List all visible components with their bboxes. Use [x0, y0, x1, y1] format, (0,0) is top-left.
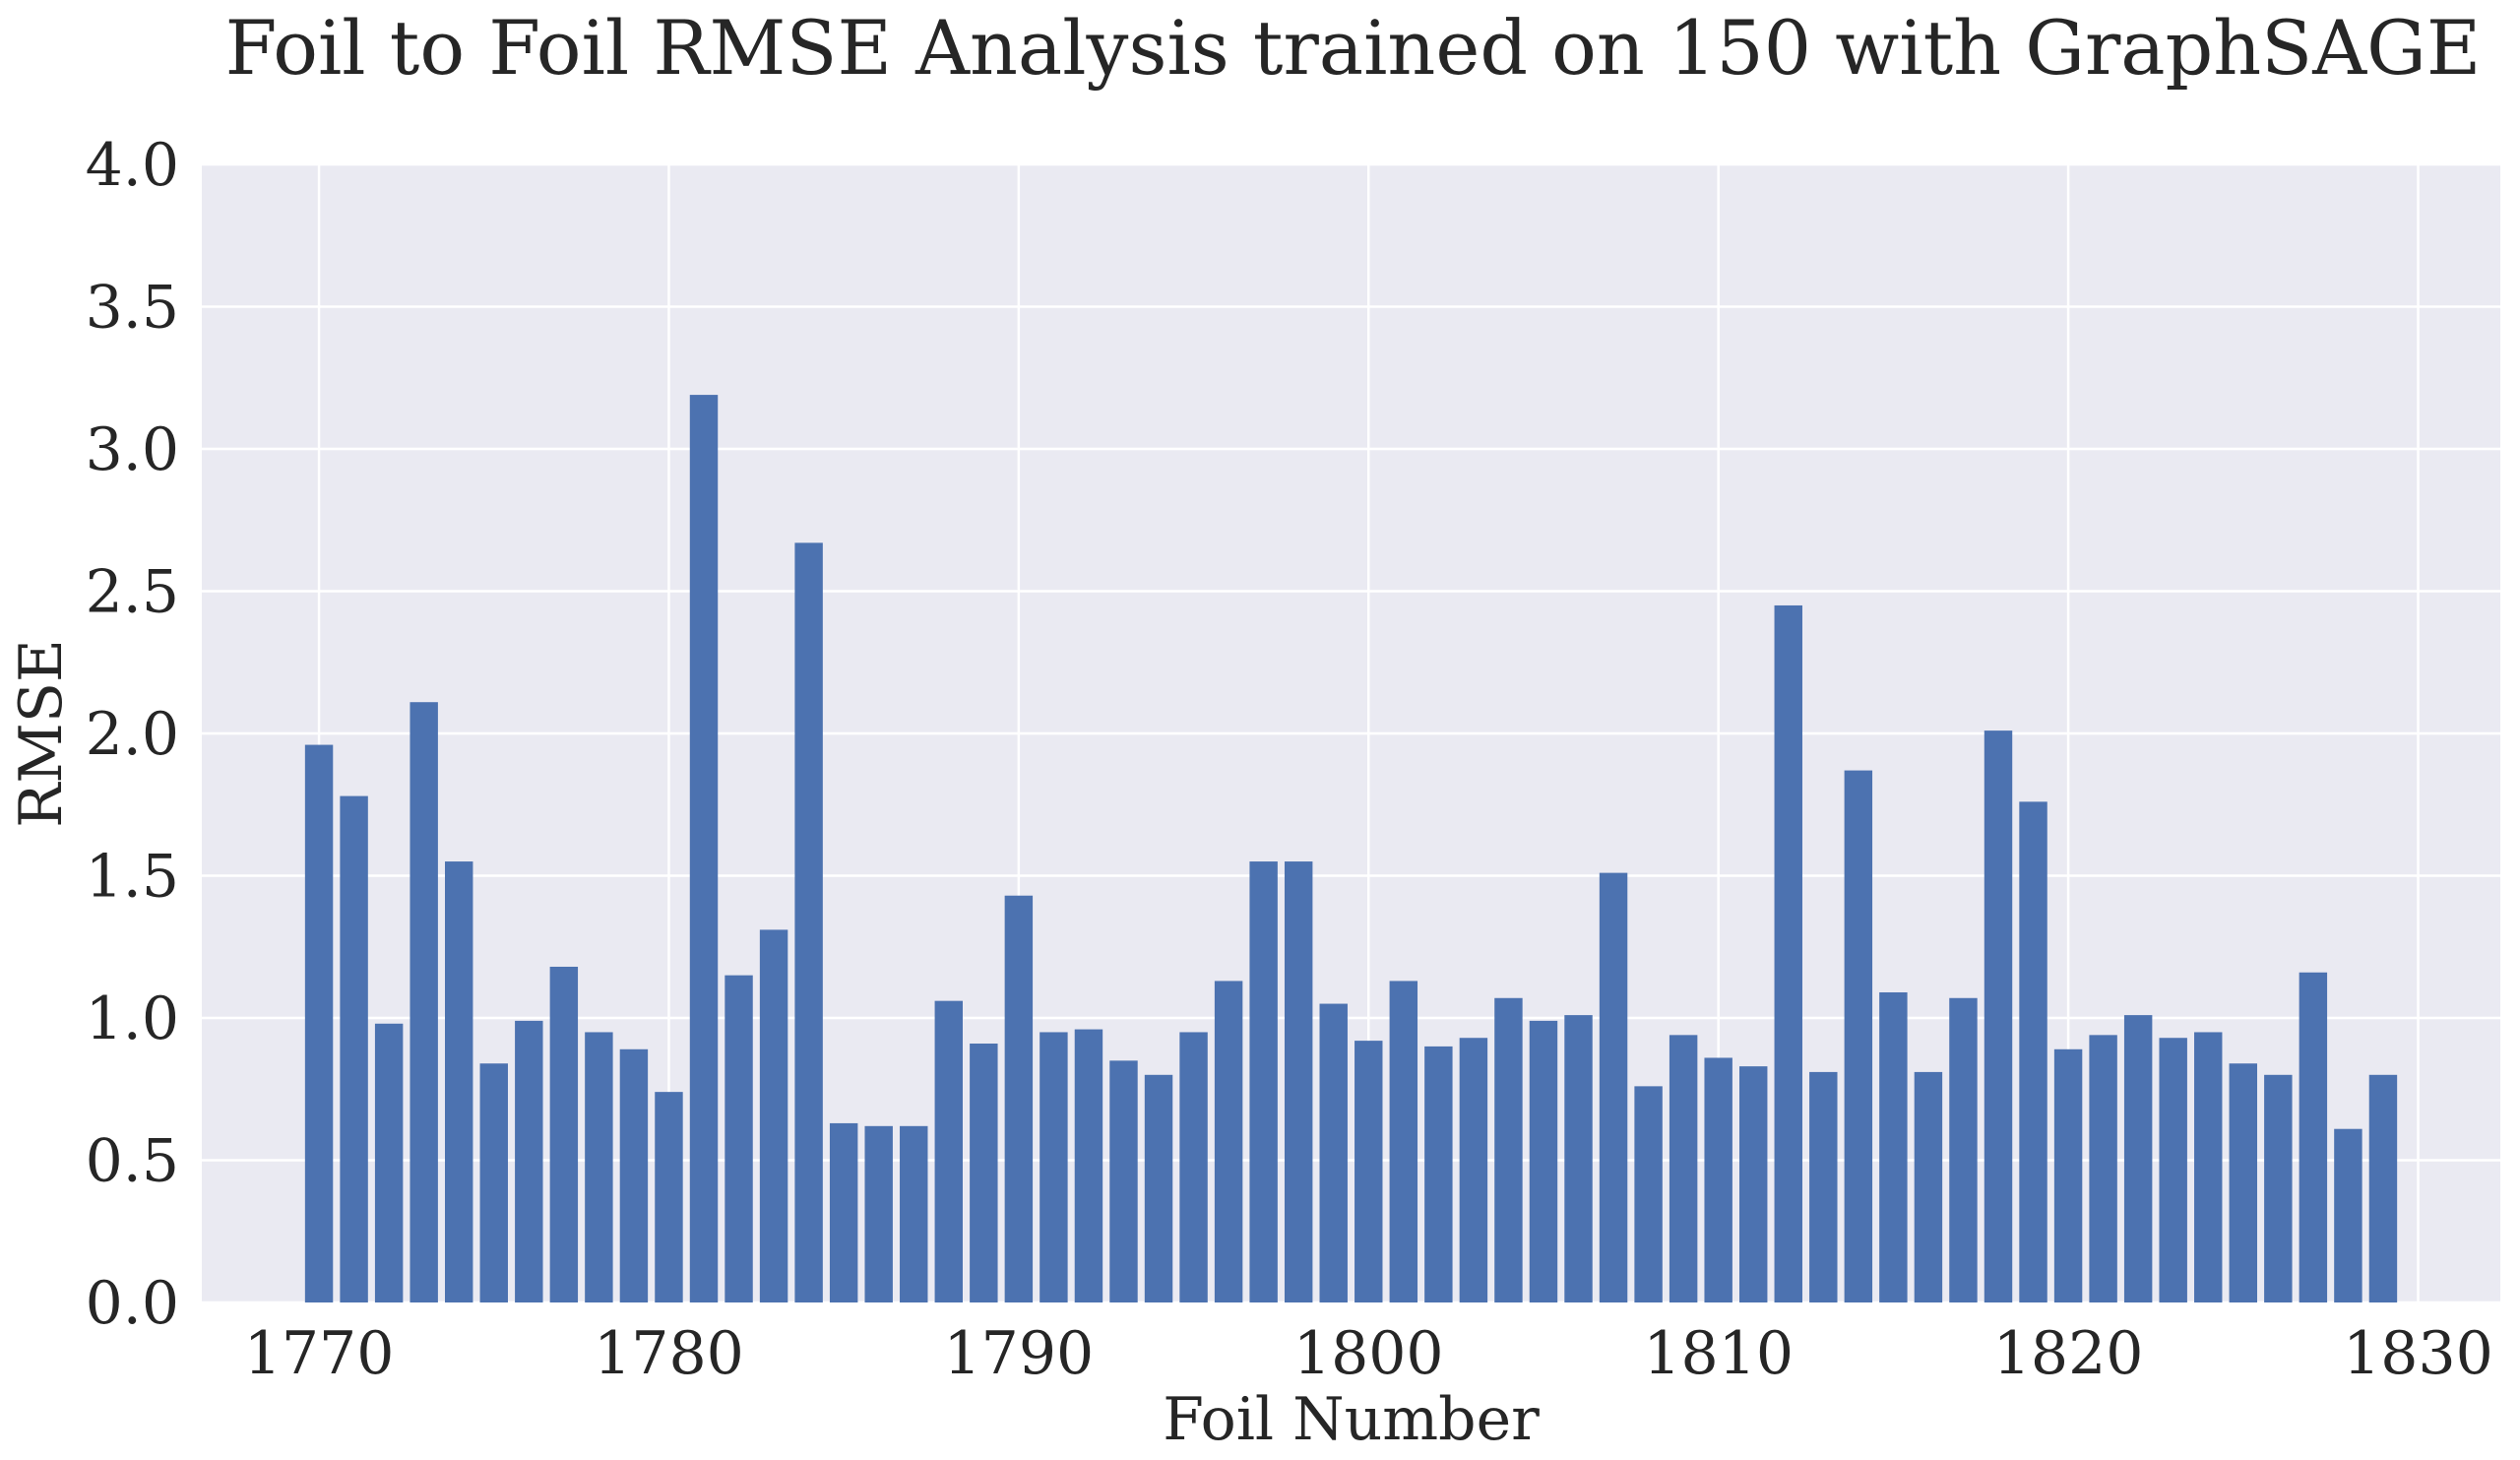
- bar: [1774, 604, 1802, 1302]
- bar: [1004, 895, 1034, 1302]
- bar: [410, 702, 438, 1302]
- bar: [1809, 1071, 1838, 1302]
- bar: [340, 795, 368, 1302]
- x-tick-label: 1790: [944, 1319, 1095, 1388]
- bar: [2194, 1032, 2223, 1302]
- bar: [2299, 972, 2328, 1302]
- bar: [1459, 1038, 1488, 1302]
- y-tick-label: 2.5: [86, 558, 179, 627]
- bar: [864, 1125, 893, 1302]
- chart-title: Foil to Foil RMSE Analysis trained on 15…: [225, 4, 2482, 92]
- x-tick-label: 1770: [244, 1319, 395, 1388]
- bars: [304, 395, 2398, 1303]
- bar: [479, 1063, 508, 1302]
- bar: [2019, 801, 2048, 1302]
- bar: [1494, 997, 1523, 1302]
- bar: [2123, 1015, 2153, 1302]
- y-tick-label: 3.5: [86, 274, 179, 343]
- y-tick-label: 1.0: [86, 984, 179, 1053]
- bar: [1249, 861, 1278, 1302]
- bar: [1529, 1020, 1558, 1302]
- y-tick-label: 0.0: [86, 1269, 179, 1338]
- bar: [1389, 981, 1418, 1302]
- x-tick-label: 1800: [1293, 1319, 1444, 1388]
- bar: [2053, 1048, 2083, 1302]
- x-tick-label: 1810: [1643, 1319, 1794, 1388]
- bar: [1144, 1074, 1173, 1302]
- bar: [1354, 1041, 1383, 1302]
- bar: [1634, 1086, 1663, 1302]
- bar: [2264, 1074, 2293, 1302]
- x-tick-label: 1820: [1993, 1319, 2144, 1388]
- bar: [1704, 1057, 1732, 1302]
- bar: [970, 1044, 998, 1302]
- y-tick-label: 2.0: [86, 700, 179, 769]
- x-tick-label: 1780: [594, 1319, 744, 1388]
- bar: [1879, 991, 1908, 1302]
- bar: [1564, 1015, 1593, 1302]
- x-axis-ticks: 1770 1780 1790 1800 1810 1820 1830: [244, 1319, 2493, 1388]
- bar: [515, 1020, 543, 1302]
- bar: [934, 1000, 964, 1302]
- bar: [724, 975, 753, 1302]
- bar: [1844, 770, 1873, 1302]
- y-tick-label: 3.0: [86, 415, 179, 484]
- bar: [1738, 1066, 1768, 1302]
- bar: [619, 1048, 649, 1302]
- bar: [900, 1125, 928, 1302]
- bar: [445, 861, 473, 1302]
- bar: [1109, 1060, 1138, 1302]
- bar: [2159, 1038, 2187, 1302]
- x-axis-label: Foil Number: [1163, 1385, 1540, 1454]
- bar: [1914, 1071, 1943, 1302]
- y-tick-label: 0.5: [86, 1127, 179, 1196]
- bar: [2334, 1128, 2362, 1302]
- bar: [655, 1092, 683, 1302]
- bar: [794, 542, 823, 1302]
- y-axis-label: RMSE: [7, 639, 76, 828]
- bar: [1214, 981, 1243, 1302]
- bar: [2368, 1074, 2398, 1302]
- bar: [549, 966, 579, 1302]
- bar: [1599, 872, 1628, 1302]
- bar: [829, 1122, 858, 1302]
- x-tick-label: 1830: [2343, 1319, 2493, 1388]
- bar: [304, 744, 334, 1302]
- bar: [1284, 861, 1313, 1302]
- y-tick-label: 1.5: [86, 843, 179, 912]
- bar: [1949, 997, 1978, 1302]
- bar: [689, 395, 719, 1303]
- bar: [1040, 1032, 1068, 1302]
- bar: [1074, 1029, 1103, 1302]
- bar: [1319, 1003, 1348, 1302]
- bar: [1179, 1032, 1208, 1302]
- bar: [759, 929, 788, 1302]
- bar: [1669, 1035, 1698, 1302]
- bar: [585, 1032, 613, 1302]
- y-tick-label: 4.0: [86, 131, 179, 200]
- y-axis-ticks: 0.0 0.5 1.0 1.5 2.0 2.5 3.0 3.5 4.0: [86, 131, 179, 1338]
- bar: [2229, 1063, 2257, 1302]
- bar: [2089, 1035, 2117, 1302]
- bar: [1424, 1046, 1453, 1302]
- bar: [1984, 730, 2013, 1302]
- bar: [374, 1023, 404, 1302]
